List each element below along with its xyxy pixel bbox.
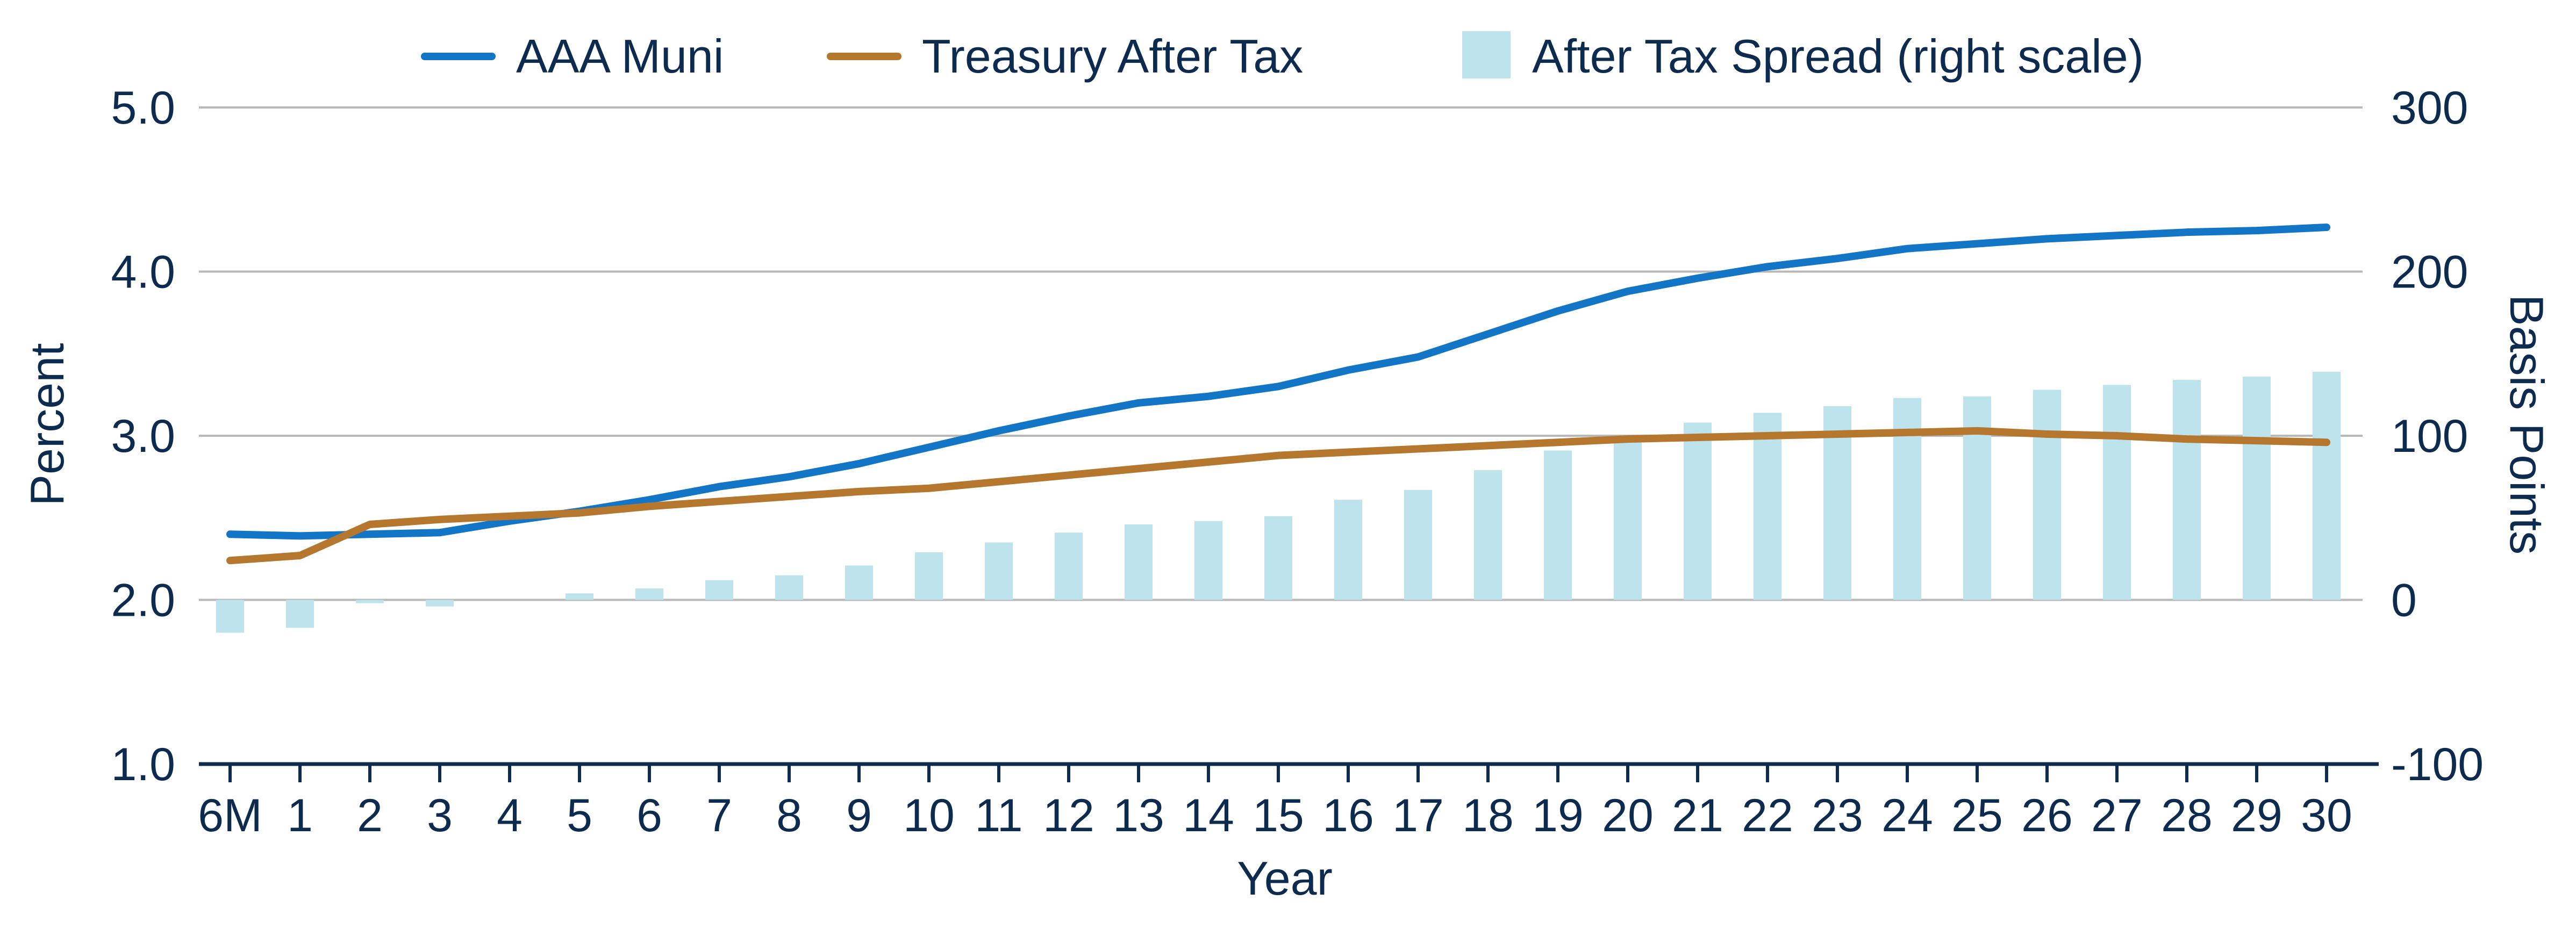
legend-swatch [1462,31,1511,78]
x-tick-label: 18 [1462,790,1514,841]
bar-10 [915,552,943,600]
left-tick-label: 4.0 [111,247,175,298]
x-tick-label: 21 [1672,790,1723,841]
x-tick-label: 10 [903,790,955,841]
bar-13 [1125,524,1153,600]
bar-22 [1754,413,1781,600]
legend-label: Treasury After Tax [922,30,1303,83]
left-axis-ticks: 1.0 2.0 3.0 4.0 5.0 [111,82,175,790]
left-tick-label: 3.0 [111,411,175,462]
left-tick-label: 2.0 [111,575,175,626]
bar-27 [2103,385,2131,600]
x-tick-label: 15 [1253,790,1304,841]
x-axis-title: Year [1237,852,1333,905]
x-tick-label: 7 [706,790,732,841]
bar-17 [1404,489,1432,600]
right-tick-label: 200 [2391,247,2468,298]
legend: AAA Muni Treasury After Tax After Tax Spre… [421,30,2144,83]
bar-14 [1194,521,1222,600]
x-tick-label: 1 [287,790,313,841]
bar-28 [2173,380,2201,600]
legend-label: After Tax Spread (right scale) [1532,30,2144,83]
bar-6M [216,600,244,633]
bar-3 [426,600,454,607]
bar-23 [1823,406,1851,600]
bar-9 [845,565,873,600]
x-tick-label: 2 [357,790,383,841]
x-tick-label: 24 [1881,790,1933,841]
x-tick-label: 6M [198,790,262,841]
series-lines [226,224,2330,565]
bar-11 [985,542,1013,600]
x-tick-label: 27 [2091,790,2143,841]
x-tick-label: 8 [776,790,802,841]
bar-25 [1963,396,1991,600]
left-axis-title: Percent [20,343,74,506]
right-axis-ticks: -100 0 100 200 300 [2391,82,2484,790]
line-aaa-muni [226,224,2330,540]
bar-15 [1264,516,1292,600]
x-tick-label: 19 [1532,790,1584,841]
bar-1 [286,600,314,628]
x-tick-label: 22 [1742,790,1793,841]
bar-18 [1474,470,1502,600]
line-treasury-after-tax [226,427,2330,565]
left-tick-label: 1.0 [111,739,175,790]
x-tick-label: 17 [1392,790,1444,841]
right-tick-label: 300 [2391,82,2468,134]
right-axis-title: Basis Points [2500,294,2553,554]
x-tick-label: 20 [1602,790,1654,841]
x-tick-label: 26 [2021,790,2073,841]
bar-20 [1614,441,1642,600]
spread-bars [216,371,2341,633]
x-tick-label: 25 [1951,790,2003,841]
bar-16 [1334,500,1362,600]
bar-8 [775,575,803,600]
bar-7 [705,580,733,600]
x-tick-label: 9 [846,790,872,841]
left-tick-label: 5.0 [111,82,175,134]
right-tick-label: 100 [2391,411,2468,462]
bar-24 [1893,398,1921,600]
bar-30 [2313,371,2341,600]
x-tick-label: 28 [2161,790,2213,841]
x-tick-label: 29 [2231,790,2282,841]
bar-26 [2033,390,2061,600]
right-tick-label: 0 [2391,575,2417,626]
x-tick-label: 4 [497,790,523,841]
bar-19 [1544,450,1572,600]
right-tick-label: -100 [2391,739,2484,790]
x-tick-label: 23 [1812,790,1863,841]
x-tick-label: 12 [1043,790,1094,841]
bar-6 [635,588,663,600]
x-tick-label: 11 [975,790,1022,841]
x-tick-label: 30 [2301,790,2352,841]
bar-12 [1055,532,1083,600]
x-tick-label: 3 [427,790,453,841]
x-axis-ticks: 6M 1 2 3 4 5 6 7 8 9 10 11 12 13 14 15 16 17 18 19 20 21 22 23 2… [198,764,2352,841]
bar-29 [2243,377,2271,600]
x-tick-label: 16 [1322,790,1374,841]
legend-label: AAA Muni [516,30,724,83]
x-tick-label: 5 [567,790,592,841]
bar-21 [1684,422,1712,600]
x-tick-label: 13 [1113,790,1164,841]
bar-5 [566,593,593,600]
x-tick-label: 6 [636,790,662,841]
bar-2 [356,600,384,603]
x-tick-label: 14 [1183,790,1234,841]
